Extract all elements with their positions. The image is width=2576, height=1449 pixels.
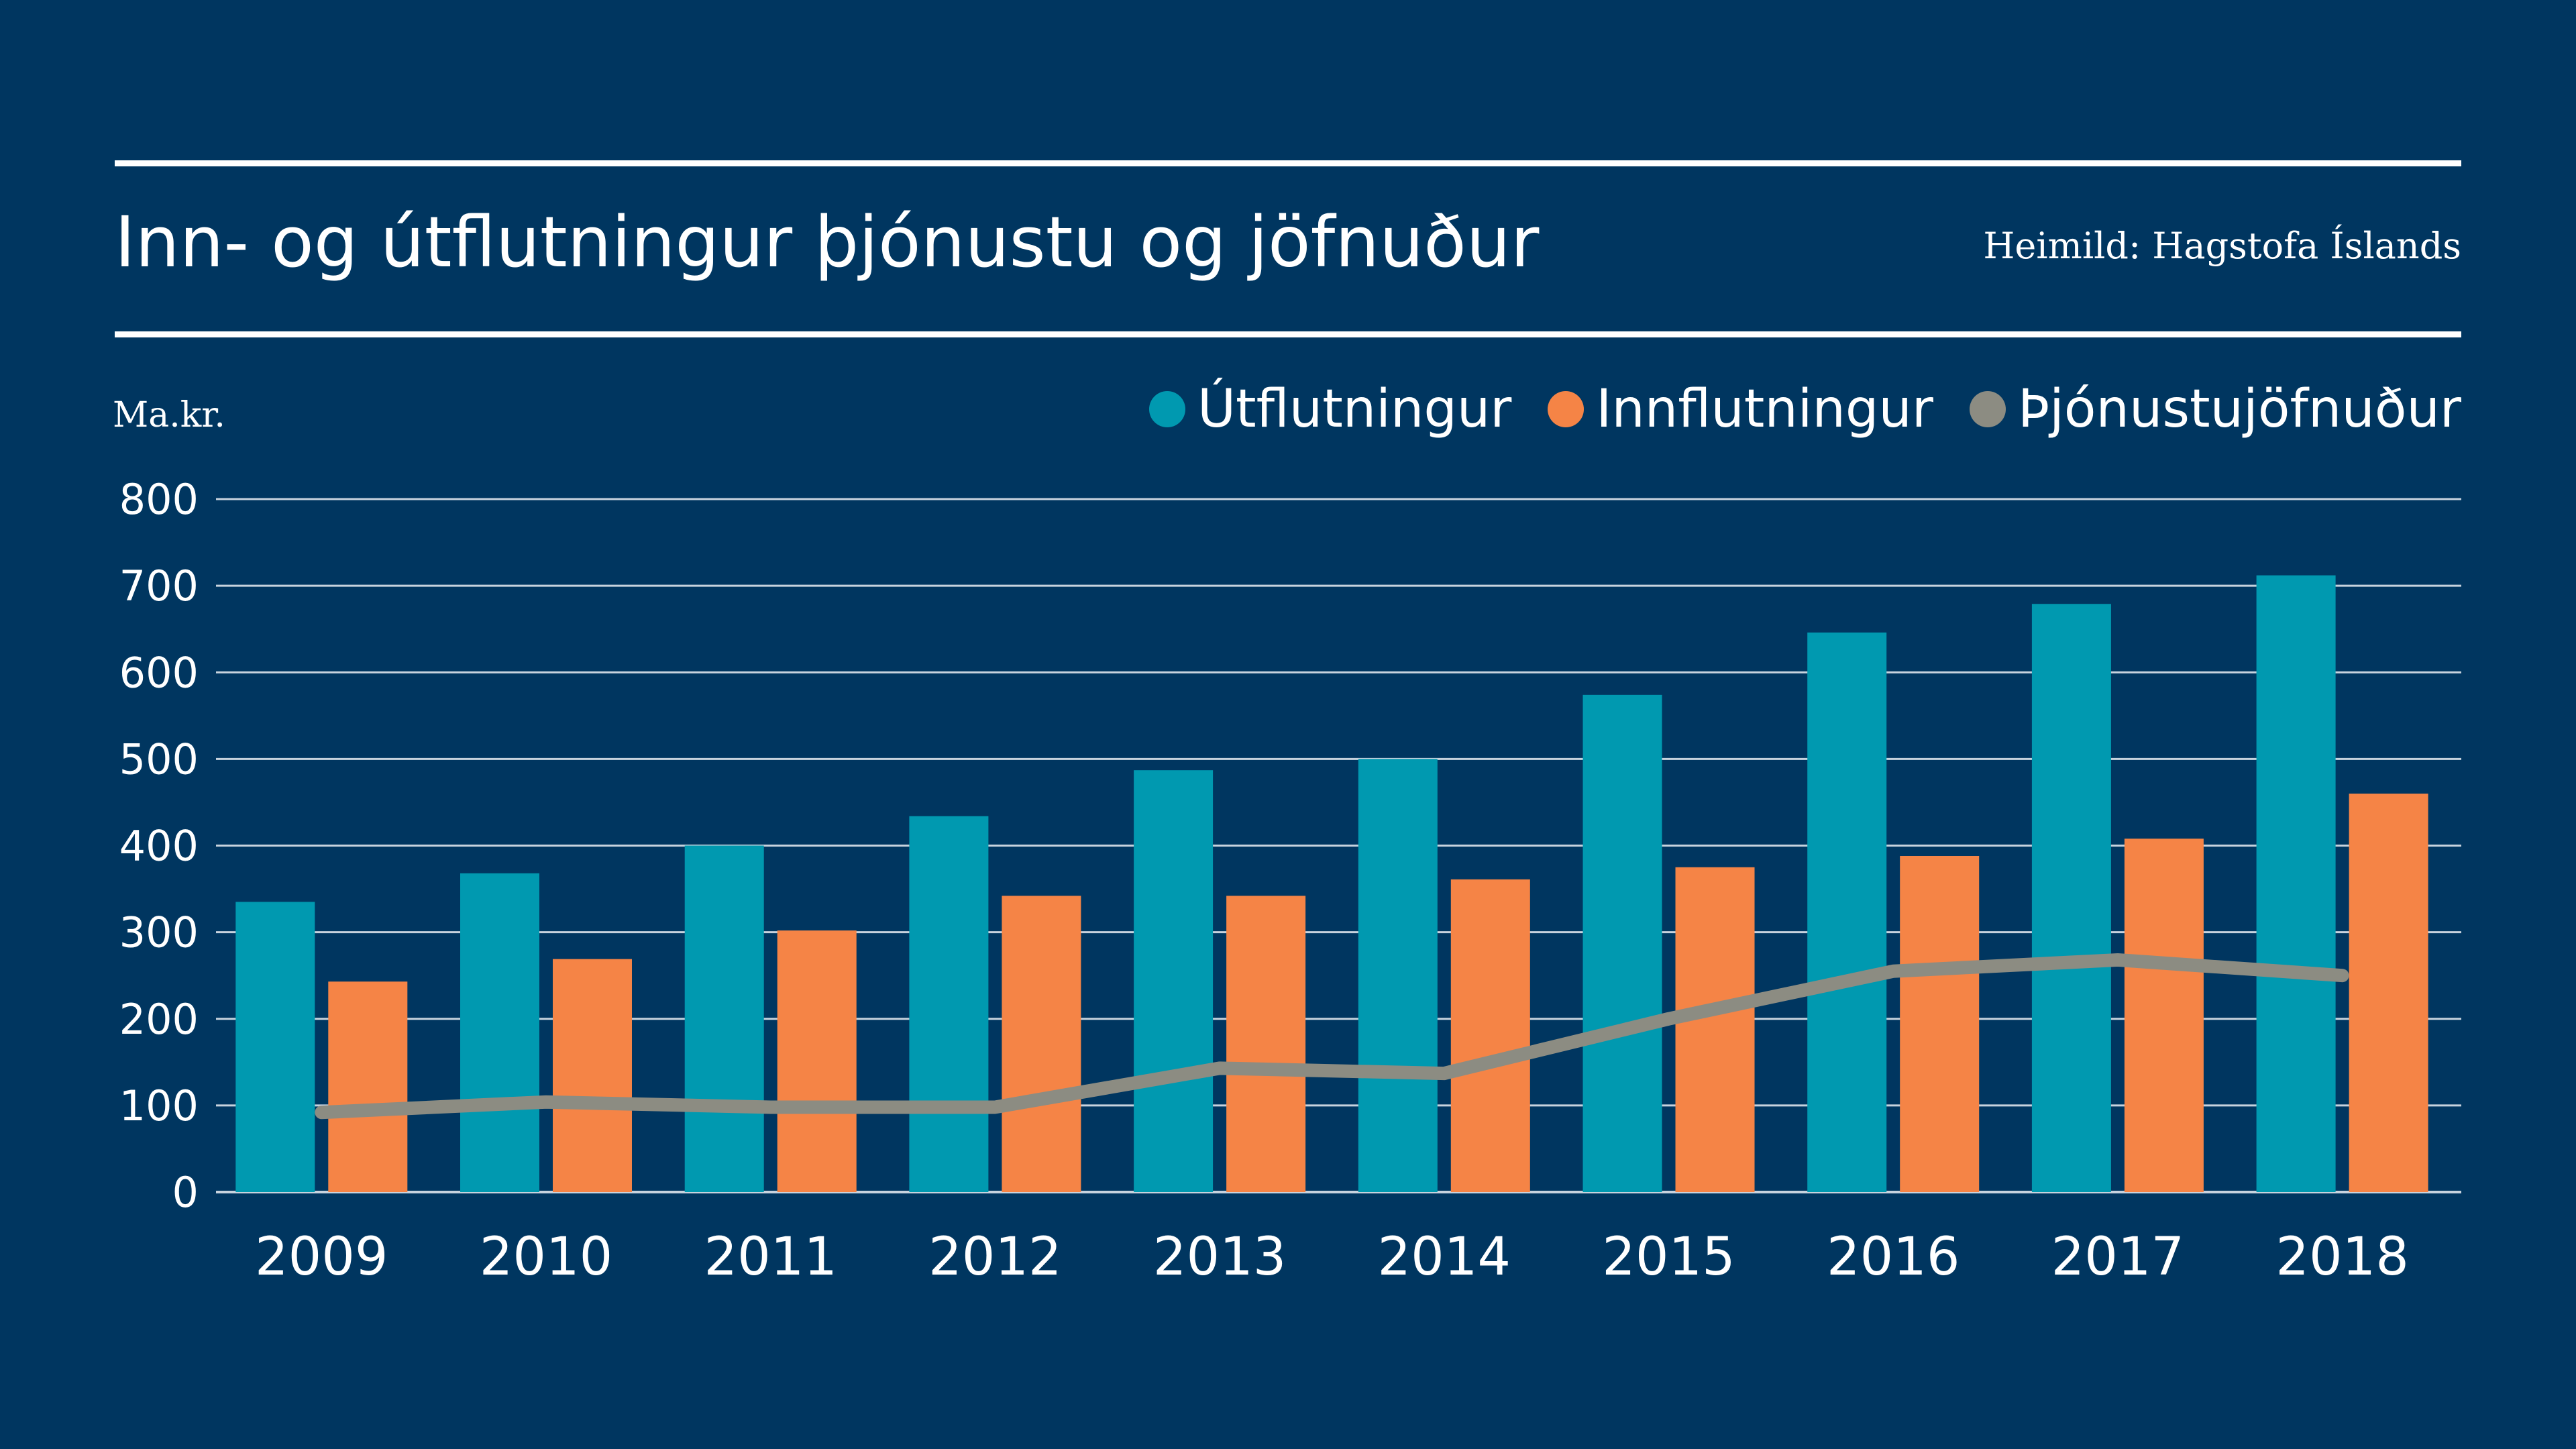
legend-item-export: Útflutningur — [1148, 379, 1512, 439]
y-tick-label: 200 — [119, 995, 199, 1044]
y-tick-label: 0 — [172, 1168, 199, 1217]
bar-import — [1675, 867, 1755, 1192]
bar-import — [1900, 855, 1980, 1192]
bar-export — [1358, 759, 1438, 1192]
y-tick-label: 700 — [119, 561, 199, 610]
x-tick-label: 2009 — [255, 1227, 388, 1287]
x-tick-label: 2017 — [2051, 1227, 2185, 1287]
x-tick-label: 2014 — [1378, 1227, 1511, 1287]
bar-export — [909, 816, 989, 1192]
bar-export — [1582, 694, 1662, 1192]
x-tick-label: 2011 — [704, 1227, 837, 1287]
legend-item-balance: Þjónustujöfnuður — [1969, 379, 2461, 439]
legend-swatch-export — [1148, 391, 1185, 427]
y-axis-unit: Ma.kr. — [113, 395, 225, 435]
x-tick-label: 2010 — [480, 1227, 613, 1287]
legend-label-export: Útflutningur — [1197, 379, 1512, 439]
y-tick-label: 400 — [119, 822, 199, 871]
line-balance — [315, 953, 2349, 1120]
bar-export — [2256, 575, 2336, 1192]
x-tick-label: 2012 — [928, 1227, 1062, 1287]
x-tick-label: 2016 — [1827, 1227, 1960, 1287]
bar-export — [684, 845, 764, 1192]
bar-import — [2349, 794, 2428, 1192]
bottom-rule — [115, 331, 2461, 337]
bar-import — [1226, 896, 1306, 1192]
x-tick-label: 2013 — [1153, 1227, 1287, 1287]
legend-swatch-balance — [1969, 391, 2006, 427]
y-tick-label: 500 — [119, 735, 199, 784]
legend-item-import: Innflutningur — [1548, 379, 1933, 439]
bar-export — [1807, 632, 1887, 1192]
y-tick-label: 300 — [119, 908, 199, 957]
chart-title: Inn- og útflutningur þjónustu og jöfnuðu… — [115, 201, 1540, 283]
bar-export — [2031, 604, 2111, 1192]
y-tick-label: 100 — [119, 1081, 199, 1130]
x-tick-label: 2015 — [1602, 1227, 1735, 1287]
bar-import — [1002, 896, 1081, 1192]
legend: Útflutningur Innflutningur Þjónustujöfnu… — [1148, 379, 2461, 439]
legend-swatch-import — [1548, 391, 1585, 427]
legend-label-import: Innflutningur — [1596, 379, 1933, 439]
x-tick-label: 2018 — [2275, 1227, 2409, 1287]
y-tick-label: 800 — [119, 475, 199, 524]
bar-export — [460, 873, 540, 1192]
bar-import — [777, 930, 857, 1192]
bar-export — [1134, 770, 1214, 1192]
y-tick-label: 600 — [119, 648, 199, 697]
bar-import — [2124, 839, 2204, 1192]
bar-export — [235, 902, 315, 1192]
bar-import — [1450, 879, 1530, 1192]
top-rule — [115, 160, 2461, 166]
bar-import — [328, 981, 408, 1192]
bar-import — [553, 959, 633, 1192]
source-note: Heimild: Hagstofa Íslands — [1983, 225, 2461, 267]
legend-label-balance: Þjónustujöfnuður — [2017, 379, 2461, 439]
